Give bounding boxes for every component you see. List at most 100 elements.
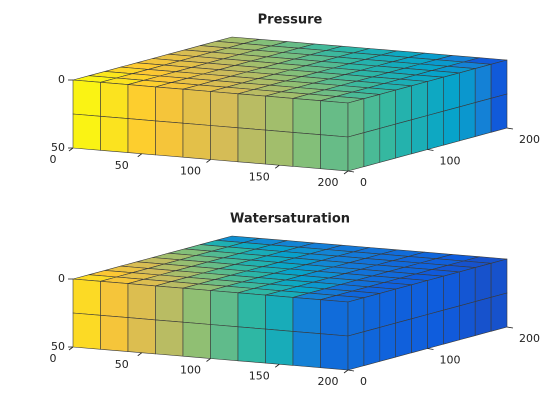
grid-cell xyxy=(490,258,508,298)
grid-cell xyxy=(443,106,460,146)
grid-cell xyxy=(411,280,428,320)
grid-cell xyxy=(155,285,184,323)
grid-cell xyxy=(363,94,381,134)
grid-cell xyxy=(237,127,266,165)
grid-cell xyxy=(411,314,428,354)
x-tick xyxy=(206,159,211,163)
grid-cell xyxy=(379,322,397,362)
x-tick xyxy=(137,352,142,357)
grid-cell xyxy=(427,110,444,150)
grid-cell xyxy=(100,115,129,153)
grid-cell xyxy=(155,120,184,158)
grid-cell xyxy=(347,297,365,337)
y-tick-label: 200 xyxy=(519,332,540,345)
grid-cell xyxy=(292,331,321,369)
x-tick xyxy=(137,153,142,158)
y-tick xyxy=(347,170,355,173)
x-tick-label: 0 xyxy=(50,153,57,166)
grid-cell xyxy=(127,118,156,156)
grid-cell xyxy=(474,63,492,103)
grid-cell xyxy=(443,72,460,112)
grid-cell xyxy=(292,297,321,335)
grid-cell xyxy=(490,292,508,332)
x-tick-label: 50 xyxy=(115,358,129,371)
x-tick-label: 150 xyxy=(249,369,270,382)
grid-cell xyxy=(379,89,397,129)
grid-cell xyxy=(155,86,184,124)
grid-cell xyxy=(427,275,444,315)
grid-cell xyxy=(100,314,129,352)
grid-cell xyxy=(474,296,492,336)
z-tick-label: 0 xyxy=(58,73,65,86)
x-tick xyxy=(343,170,349,175)
grid-cell xyxy=(182,321,211,359)
x-tick-label: 100 xyxy=(180,165,201,178)
grid-cell xyxy=(363,293,381,333)
grid-cell xyxy=(127,283,156,321)
grid-cell xyxy=(458,68,476,108)
grid-cell xyxy=(379,123,397,163)
z-tick-label: 50 xyxy=(51,340,65,353)
grid-cell xyxy=(265,129,294,167)
x-tick xyxy=(68,346,74,351)
grid-cell xyxy=(182,88,211,126)
y-tick-label: 200 xyxy=(519,133,540,146)
y-tick-label: 0 xyxy=(360,375,367,388)
grid-cell xyxy=(237,292,266,330)
y-tick xyxy=(427,149,434,151)
y-tick-label: 100 xyxy=(440,354,461,367)
x-tick xyxy=(343,369,349,374)
grid-cell xyxy=(347,132,365,172)
grid-cell xyxy=(395,85,412,125)
x-tick-label: 50 xyxy=(115,159,129,172)
grid-cell xyxy=(427,76,444,116)
grid-cell xyxy=(395,318,412,358)
grid-cell xyxy=(320,134,349,172)
x-tick-label: 200 xyxy=(318,375,339,388)
grid-cell xyxy=(210,91,239,129)
grid-cell xyxy=(490,93,508,133)
x-tick-label: 100 xyxy=(180,364,201,377)
x-tick xyxy=(206,358,211,362)
grid-cell xyxy=(347,331,365,371)
y-tick-label: 0 xyxy=(360,176,367,189)
grid-cell xyxy=(237,93,266,131)
y-tick xyxy=(427,348,434,350)
grid-cell xyxy=(292,132,321,170)
grid-cell xyxy=(411,81,428,121)
y-tick xyxy=(347,369,355,372)
grid-cell xyxy=(127,84,156,122)
grid-cell xyxy=(379,288,397,328)
x-tick-label: 150 xyxy=(249,170,270,183)
grid-cell xyxy=(458,301,476,341)
chart-title: Watersaturation xyxy=(230,212,350,227)
grid-cell xyxy=(265,328,294,366)
grid-cell xyxy=(347,98,365,138)
grid-cell xyxy=(458,267,476,307)
grid-cell xyxy=(320,333,349,371)
grid-cell xyxy=(100,280,129,318)
y-tick xyxy=(506,127,514,130)
grid-cell xyxy=(100,81,129,119)
grid-cell xyxy=(182,287,211,325)
grid-cell xyxy=(210,125,239,163)
x-tick-label: 0 xyxy=(50,352,57,365)
grid-cell xyxy=(127,317,156,355)
grid-cell xyxy=(320,100,349,138)
x-tick-label: 200 xyxy=(318,176,339,189)
grid-cell xyxy=(490,59,508,99)
grid-cell xyxy=(292,98,321,136)
z-tick-label: 0 xyxy=(58,272,65,285)
grid-cell xyxy=(72,79,101,117)
x-tick xyxy=(68,147,74,152)
grid-cell xyxy=(155,319,184,357)
grid-cell xyxy=(72,278,101,316)
chart-title: Pressure xyxy=(258,13,323,28)
grid-cell xyxy=(320,299,349,337)
grid-cell xyxy=(265,95,294,133)
grid-cell xyxy=(72,113,101,151)
grid-cell xyxy=(210,324,239,362)
grid-cell xyxy=(72,312,101,350)
grid-cell xyxy=(443,271,460,311)
grid-cell xyxy=(395,119,412,159)
